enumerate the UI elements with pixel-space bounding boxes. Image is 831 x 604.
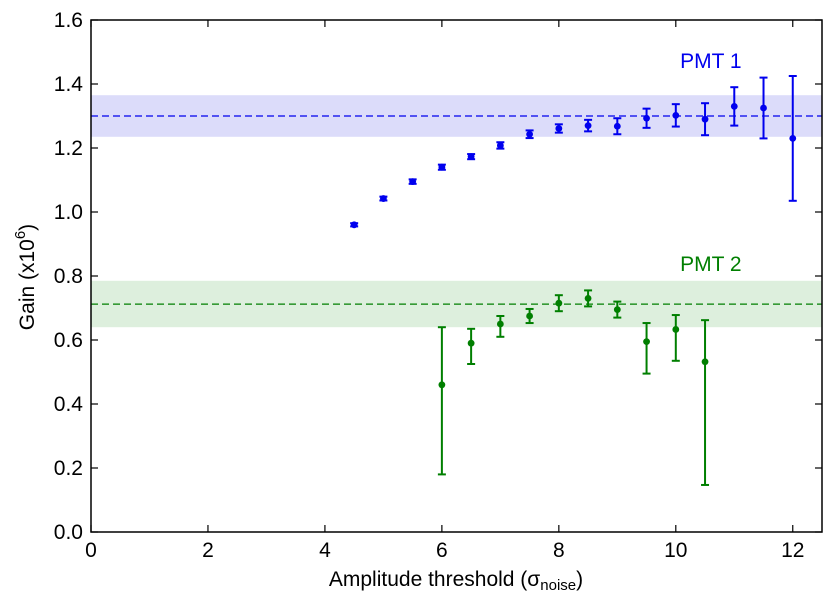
pmt-2-point	[701, 358, 709, 366]
pmt-2-point	[613, 306, 621, 313]
pmt-2-point	[672, 326, 680, 333]
y-tick-label: 0.8	[54, 265, 83, 288]
reference-lines	[91, 115, 822, 305]
y-tick-label: 0.0	[54, 521, 83, 544]
x-tick-label: 10	[664, 539, 687, 562]
y-tick-label: 0.6	[54, 329, 83, 352]
x-tick-label: 6	[436, 539, 448, 562]
y-tick-label: 1.0	[54, 201, 83, 224]
x-axis-label: Amplitude threshold (σnoise)	[329, 568, 583, 594]
x-tick-label: 4	[319, 539, 331, 562]
pmt-2-label: PMT 2	[680, 253, 741, 276]
pmt-1-point	[350, 221, 358, 229]
pmt-2-point	[643, 338, 650, 345]
pmt-1-point	[438, 163, 446, 171]
y-axis-label: Gain (x106)	[12, 224, 39, 330]
y-tick-label: 1.6	[54, 9, 83, 32]
pmt-1-point	[526, 130, 533, 138]
pmt-1-point	[789, 135, 797, 142]
pmt-1-point	[380, 195, 387, 202]
pmt-1-point	[701, 115, 709, 123]
annotations: PMT 1 PMT 2	[680, 50, 741, 276]
y-tick-label: 0.4	[54, 393, 84, 416]
pmt-1-point	[643, 114, 650, 122]
pmt-2-point	[467, 339, 475, 347]
pmt-1-point	[730, 103, 738, 110]
y-tick-label: 1.4	[54, 73, 84, 96]
tick-labels: 0 2 4 6 8 10 12 0.0 0.2 0.4 0.6 0.8 1.0 1.2 1.4 1.6	[54, 9, 805, 562]
y-tick-label: 1.2	[54, 137, 83, 160]
y-tick-label: 0.2	[54, 457, 83, 480]
pmt-1-point	[467, 153, 475, 161]
x-tick-label: 12	[781, 539, 804, 562]
data-points	[350, 103, 797, 389]
pmt-2-point	[496, 320, 504, 328]
pmt-1-point	[760, 104, 767, 112]
pmt-2-point	[555, 299, 563, 307]
pmt-1-point	[672, 111, 680, 119]
confidence-bands	[91, 95, 822, 328]
pmt-2-point	[526, 312, 533, 320]
error-bars	[350, 75, 797, 486]
pmt-1-point	[613, 122, 621, 130]
pmt-2-point	[584, 295, 592, 302]
axis-ticks	[90, 19, 822, 533]
pmt-1-label: PMT 1	[680, 50, 741, 73]
pmt-1-point	[496, 142, 504, 149]
x-tick-label: 2	[202, 539, 214, 562]
x-tick-label: 0	[85, 539, 97, 562]
x-tick-label: 8	[553, 539, 565, 562]
pmt-1-point	[584, 122, 592, 129]
pmt-1-point	[555, 125, 563, 132]
pmt-1-point	[409, 178, 417, 186]
pmt-2-point	[438, 381, 446, 389]
